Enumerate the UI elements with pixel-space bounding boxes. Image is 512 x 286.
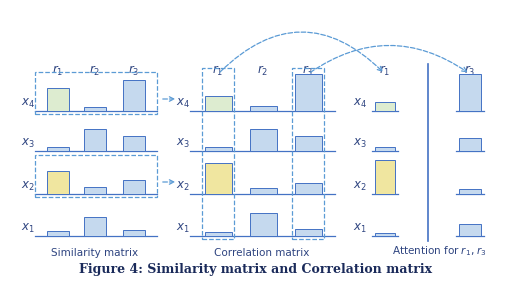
Text: $x_4$: $x_4$ <box>21 96 35 110</box>
Text: $x_2$: $x_2$ <box>353 179 367 192</box>
Bar <box>84 187 106 194</box>
Text: $r_2$: $r_2$ <box>258 64 269 78</box>
Bar <box>375 102 395 111</box>
Bar <box>294 74 322 111</box>
Bar <box>84 107 106 111</box>
Bar <box>84 217 106 236</box>
Text: Similarity matrix: Similarity matrix <box>51 248 139 258</box>
Text: $x_1$: $x_1$ <box>176 221 190 235</box>
Text: $x_3$: $x_3$ <box>353 136 367 150</box>
Bar <box>47 171 69 194</box>
Bar <box>459 189 481 194</box>
Bar <box>249 106 276 111</box>
Text: Figure 4: Similarity matrix and Correlation matrix: Figure 4: Similarity matrix and Correlat… <box>79 263 433 276</box>
Text: $r_3$: $r_3$ <box>464 64 476 78</box>
Text: $x_1$: $x_1$ <box>353 221 367 235</box>
Text: $x_4$: $x_4$ <box>353 96 367 110</box>
Text: Attention for $r_1$, $r_3$: Attention for $r_1$, $r_3$ <box>393 244 487 258</box>
Bar <box>35 155 157 197</box>
Text: $r_3$: $r_3$ <box>129 64 140 78</box>
Bar <box>459 74 481 111</box>
Bar <box>47 231 69 236</box>
Bar <box>459 138 481 151</box>
Text: $r_1$: $r_1$ <box>52 64 63 78</box>
Bar <box>35 72 157 114</box>
Text: $x_2$: $x_2$ <box>21 179 35 192</box>
Text: $r_3$: $r_3$ <box>302 64 314 78</box>
Text: $x_4$: $x_4$ <box>176 96 190 110</box>
Bar <box>204 163 231 194</box>
Text: $r_1$: $r_1$ <box>379 64 391 78</box>
Bar <box>249 213 276 236</box>
Bar <box>249 129 276 151</box>
Bar <box>292 68 324 239</box>
Bar <box>294 229 322 236</box>
Text: $x_1$: $x_1$ <box>21 221 35 235</box>
Bar <box>204 147 231 151</box>
Bar <box>123 230 145 236</box>
Bar <box>204 232 231 236</box>
Bar <box>47 147 69 151</box>
Bar <box>84 129 106 151</box>
Bar <box>123 136 145 151</box>
Bar <box>123 180 145 194</box>
Bar <box>375 147 395 151</box>
Text: $r_2$: $r_2$ <box>90 64 101 78</box>
Bar <box>47 88 69 111</box>
Text: $x_2$: $x_2$ <box>176 179 190 192</box>
Bar <box>204 96 231 111</box>
Bar <box>123 80 145 111</box>
Text: $x_3$: $x_3$ <box>21 136 35 150</box>
Text: Correlation matrix: Correlation matrix <box>215 248 310 258</box>
Bar <box>459 224 481 236</box>
Bar <box>375 160 395 194</box>
Text: $r_1$: $r_1$ <box>212 64 224 78</box>
Bar <box>249 188 276 194</box>
Bar <box>294 183 322 194</box>
Bar <box>375 233 395 236</box>
Bar <box>202 68 234 239</box>
Text: $x_3$: $x_3$ <box>176 136 190 150</box>
Bar <box>294 136 322 151</box>
